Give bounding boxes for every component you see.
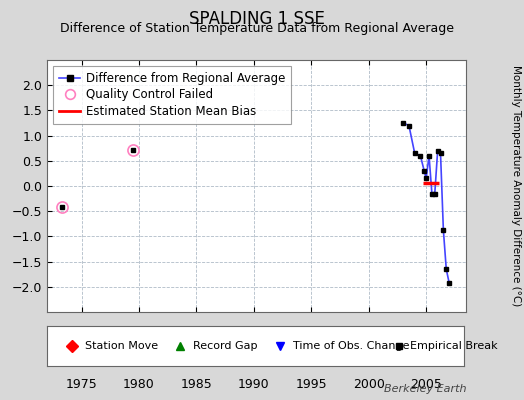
Text: 1980: 1980 — [123, 378, 155, 391]
Text: Difference of Station Temperature Data from Regional Average: Difference of Station Temperature Data f… — [60, 22, 454, 35]
Text: 1995: 1995 — [296, 378, 327, 391]
Text: Monthly Temperature Anomaly Difference (°C): Monthly Temperature Anomaly Difference (… — [511, 65, 521, 307]
Text: Record Gap: Record Gap — [193, 341, 257, 351]
Text: 2000: 2000 — [353, 378, 385, 391]
Text: 1975: 1975 — [66, 378, 97, 391]
Text: Station Move: Station Move — [85, 341, 158, 351]
Legend: Difference from Regional Average, Quality Control Failed, Estimated Station Mean: Difference from Regional Average, Qualit… — [53, 66, 291, 124]
Text: Time of Obs. Change: Time of Obs. Change — [293, 341, 409, 351]
Text: Berkeley Earth: Berkeley Earth — [384, 384, 466, 394]
Text: 2005: 2005 — [410, 378, 442, 391]
Text: 1990: 1990 — [238, 378, 270, 391]
Text: SPALDING 1 SSE: SPALDING 1 SSE — [189, 10, 325, 28]
Text: 1985: 1985 — [181, 378, 212, 391]
Text: Empirical Break: Empirical Break — [410, 341, 497, 351]
